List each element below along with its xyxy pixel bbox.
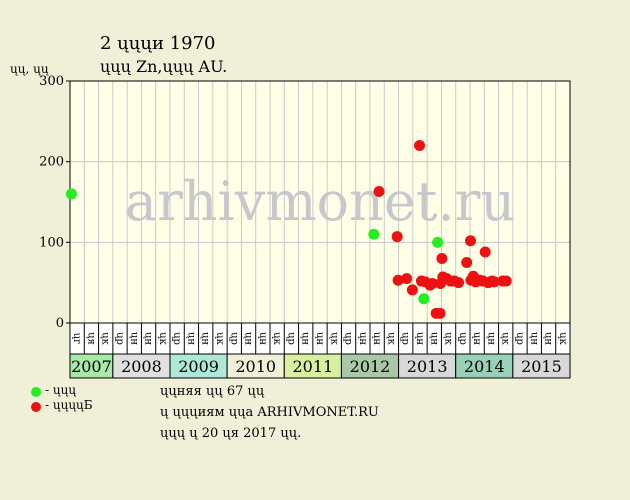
data-point-green	[65, 188, 77, 200]
month-label: ųк	[157, 332, 168, 345]
year-cell	[340, 353, 400, 379]
data-point-green	[418, 293, 430, 305]
data-point-red	[392, 274, 404, 286]
month-label: ųр	[114, 332, 125, 345]
month-label: ųр	[171, 332, 182, 345]
month-label: ųн	[371, 332, 382, 345]
month-label: ųн	[543, 332, 554, 345]
month-label: ųн	[243, 332, 254, 345]
month-label: ųр	[228, 332, 239, 345]
month-label: ųя	[85, 332, 96, 345]
month-label: ųк	[443, 332, 454, 345]
year-label: 2011	[292, 357, 333, 376]
month-label: ųк	[328, 332, 339, 345]
month-label: ųн	[471, 332, 482, 345]
month-label: ųр	[285, 332, 296, 345]
month-label: ųн	[428, 332, 439, 345]
month-label: ųн	[143, 332, 154, 345]
year-label: 2007	[71, 357, 112, 376]
month-label: ųн	[200, 332, 211, 345]
month-label: ųк	[500, 332, 511, 345]
data-point-red	[488, 276, 500, 288]
month-label: ųр	[514, 332, 525, 345]
data-point-red	[436, 252, 448, 264]
year-cell	[226, 353, 285, 379]
month-label: ųн	[414, 332, 425, 345]
month-label: ųн	[528, 332, 539, 345]
month-label: ųн	[357, 332, 368, 345]
data-point-red	[406, 284, 418, 296]
data-point-red	[464, 235, 476, 247]
y-tick-label: 300	[39, 74, 64, 89]
year-label: 2014	[464, 357, 505, 376]
year-cell	[69, 353, 114, 379]
data-point-red	[461, 257, 473, 268]
data-point-red	[434, 307, 446, 319]
legend-label-red: - ųųųųБ	[45, 398, 93, 412]
year-cell	[512, 353, 571, 379]
month-label: ųн	[314, 332, 325, 345]
year-label: 2008	[121, 357, 162, 376]
data-point-red	[426, 277, 438, 289]
year-label: 2015	[521, 357, 562, 376]
legend-dot-red	[31, 402, 41, 412]
month-label: ųк	[271, 332, 282, 345]
year-cell	[112, 353, 171, 379]
month-label: ųн	[300, 332, 311, 345]
y-tick-label: 200	[39, 155, 64, 170]
year-cell	[283, 353, 342, 379]
year-label: 2009	[178, 357, 219, 376]
month-label: ųр	[400, 332, 411, 345]
chart-subtitle: ųųų Zn,ųųų AU.	[100, 57, 228, 76]
month-label: ųк	[385, 332, 396, 345]
month-label: ųр	[343, 332, 354, 345]
watermark: arhivmonet.ru	[125, 170, 515, 233]
data-point-red	[500, 275, 512, 287]
month-label: ųр	[457, 332, 468, 345]
chart-title: 2 ųųųи 1970	[100, 33, 216, 54]
month-label: ųг	[71, 333, 82, 345]
month-label: ųн	[185, 332, 196, 345]
month-label: ųк	[100, 332, 111, 345]
month-label: ųк	[214, 332, 225, 345]
month-label: ųн	[257, 332, 268, 345]
y-tick-label: 0	[56, 316, 64, 331]
legend-dot-green	[31, 387, 41, 397]
data-point-red	[401, 273, 413, 285]
note-median: ųųняя ųų 67 ųų	[160, 384, 265, 399]
y-tick-label: 100	[39, 235, 64, 250]
year-cell	[169, 353, 228, 379]
month-label: ųк	[557, 332, 568, 345]
year-label: 2010	[235, 357, 276, 376]
year-label: 2013	[407, 357, 448, 376]
data-point-green	[368, 228, 380, 240]
data-point-red	[391, 231, 403, 243]
month-strip	[69, 322, 571, 355]
note-date: ųųų ų 20 ųя 2017 ųų.	[160, 426, 302, 441]
data-point-red	[453, 277, 465, 289]
data-point-red	[414, 140, 426, 152]
month-label: ųн	[128, 332, 139, 345]
legend-label-green: - ųųų	[45, 383, 77, 397]
year-label: 2012	[350, 357, 391, 376]
note-source: ų ųųųиям ųųа ARHIVMONET.RU	[160, 405, 379, 420]
y-axis-label: ųų, ųų	[10, 62, 49, 76]
data-point-green	[432, 236, 444, 248]
data-point-red	[373, 186, 385, 198]
data-point-red	[479, 246, 491, 258]
month-label: ųн	[485, 332, 496, 345]
